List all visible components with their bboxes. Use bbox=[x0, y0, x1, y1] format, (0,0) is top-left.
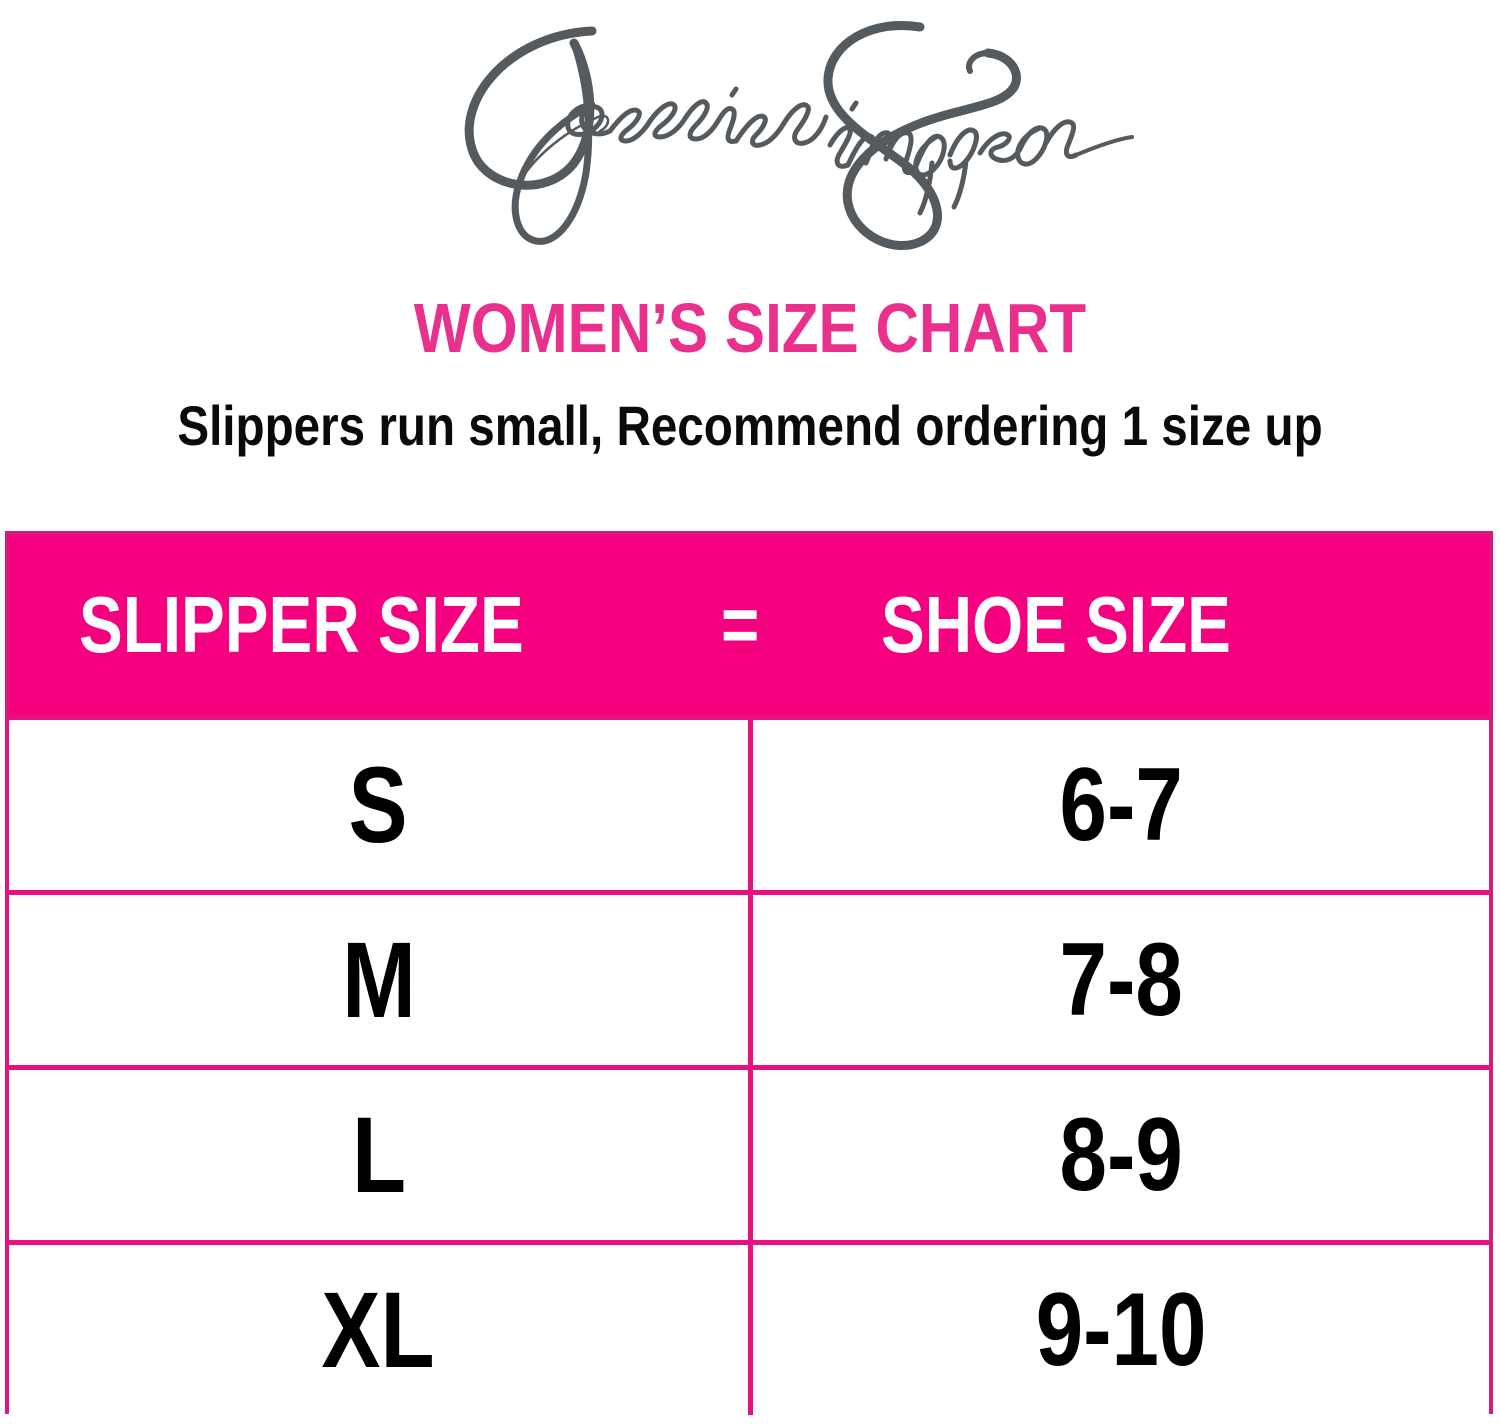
shoe-size-value: 9-10 bbox=[1035, 1272, 1207, 1388]
slipper-size-value: XL bbox=[321, 1269, 436, 1390]
shoe-size-value: 6-7 bbox=[1059, 747, 1183, 863]
cell-shoe-size: 8-9 bbox=[753, 1070, 1489, 1240]
cell-slipper-size: XL bbox=[9, 1245, 753, 1415]
slipper-size-value: L bbox=[351, 1094, 406, 1215]
brand-logo bbox=[0, 8, 1500, 258]
shoe-size-value: 8-9 bbox=[1059, 1097, 1183, 1213]
table-row: L 8-9 bbox=[9, 1065, 1489, 1240]
cell-shoe-size: 7-8 bbox=[753, 895, 1489, 1065]
size-chart-table: SLIPPER SIZE = SHOE SIZE S 6-7 M 7-8 bbox=[5, 531, 1493, 1415]
slipper-size-value: S bbox=[348, 744, 409, 865]
table-body: S 6-7 M 7-8 L 8-9 bbox=[9, 715, 1489, 1415]
slipper-size-value: M bbox=[341, 919, 416, 1040]
table-header-row: SLIPPER SIZE = SHOE SIZE bbox=[9, 535, 1489, 715]
shoe-size-value: 7-8 bbox=[1059, 922, 1183, 1038]
cell-slipper-size: M bbox=[9, 895, 753, 1065]
cell-shoe-size: 6-7 bbox=[753, 720, 1489, 890]
table-row: S 6-7 bbox=[9, 715, 1489, 890]
cell-slipper-size: S bbox=[9, 720, 753, 890]
jessica-simpson-signature-icon bbox=[464, 21, 1134, 250]
column-header-shoe-size: SHOE SIZE bbox=[881, 580, 1231, 669]
table-row: M 7-8 bbox=[9, 890, 1489, 1065]
fit-note: Slippers run small, Recommend ordering 1… bbox=[177, 394, 1323, 457]
page-title: WOMEN’S SIZE CHART bbox=[413, 289, 1087, 367]
column-header-slipper-size: SLIPPER SIZE bbox=[79, 580, 524, 669]
equals-icon: = bbox=[721, 580, 760, 669]
table-row: XL 9-10 bbox=[9, 1240, 1489, 1415]
cell-slipper-size: L bbox=[9, 1070, 753, 1240]
cell-shoe-size: 9-10 bbox=[753, 1245, 1489, 1415]
